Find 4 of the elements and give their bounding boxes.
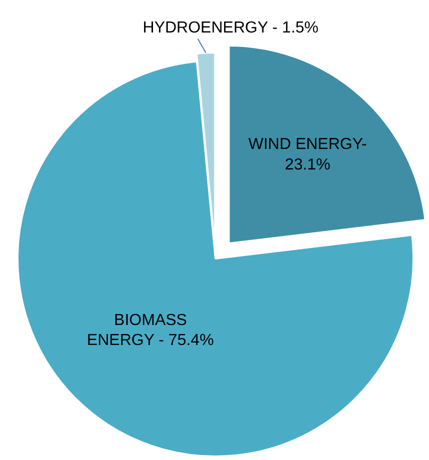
slice-label: HYDROENERGY - 1.5% <box>142 20 319 37</box>
slice-label: BIOMASS ENERGY - 75.4% <box>86 312 214 350</box>
data-label: 23.1% <box>284 156 330 174</box>
slice-label: WIND ENERGY- <box>248 136 367 153</box>
